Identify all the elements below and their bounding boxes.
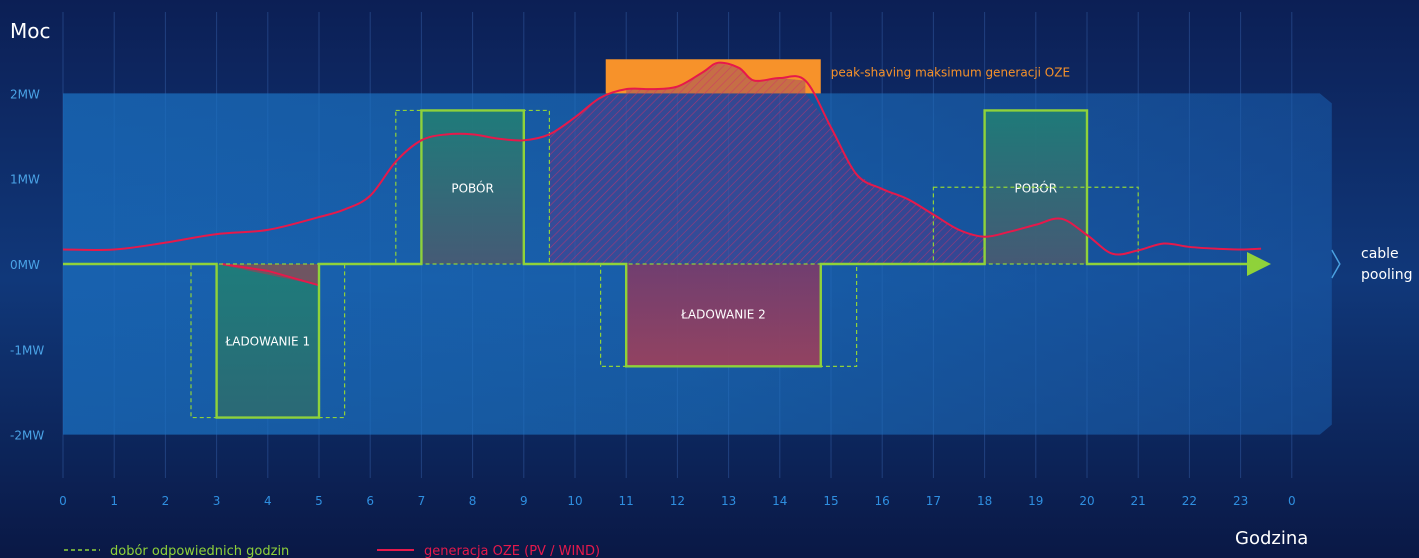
x-tick-7: 7 xyxy=(418,494,426,508)
x-tick-1: 1 xyxy=(110,494,118,508)
x-tick-15: 15 xyxy=(823,494,838,508)
x-tick-12: 12 xyxy=(670,494,685,508)
y-tick-2: 0MW xyxy=(10,258,40,272)
x-tick-5: 5 xyxy=(315,494,323,508)
x-tick-14: 14 xyxy=(772,494,787,508)
block-2 xyxy=(626,264,821,367)
band-label-line2: pooling xyxy=(1361,267,1413,283)
x-tick-4: 4 xyxy=(264,494,272,508)
x-tick-22: 22 xyxy=(1182,494,1197,508)
x-tick-13: 13 xyxy=(721,494,736,508)
x-tick-0: 0 xyxy=(59,494,67,508)
x-tick-6: 6 xyxy=(366,494,374,508)
band-chevron xyxy=(1331,249,1341,279)
x-tick-2: 2 xyxy=(162,494,170,508)
y-tick-0: 2MW xyxy=(10,87,40,101)
legend-label-0: dobór odpowiednich godzin xyxy=(110,544,289,558)
generation-curve xyxy=(62,61,1262,256)
block-label-0: ŁADOWANIE 1 xyxy=(224,335,310,349)
peak-shaving-layer: peak-shaving maksimum generacji OZE xyxy=(605,59,1070,94)
labels-layer: Moc Godzina cable pooling xyxy=(10,19,1413,549)
x-tick-3: 3 xyxy=(213,494,221,508)
y-tick-1: 1MW xyxy=(10,173,40,187)
x-tick-19: 19 xyxy=(1028,494,1043,508)
peak-hatch xyxy=(626,62,806,94)
x-tick-20: 20 xyxy=(1079,494,1094,508)
block-0 xyxy=(216,264,319,418)
x-tick-10: 10 xyxy=(567,494,582,508)
y-tick-3: -1MW xyxy=(10,343,44,357)
series-layer xyxy=(62,61,1271,419)
x-tick-11: 11 xyxy=(619,494,634,508)
charge1-red-line xyxy=(221,263,320,287)
hatch-area xyxy=(549,93,985,265)
x-tick-23: 23 xyxy=(1233,494,1248,508)
x-axis-label: Godzina xyxy=(1235,528,1308,549)
y-tick-4: -2MW xyxy=(10,429,44,443)
band-label-line1: cable xyxy=(1361,246,1399,262)
dobor-step-line xyxy=(63,109,1271,419)
charge1-wedge xyxy=(216,264,319,286)
block-label-2: ŁADOWANIE 2 xyxy=(680,307,766,321)
x-tick-9: 9 xyxy=(520,494,528,508)
block-label-1: POBÓR xyxy=(451,180,494,195)
hatch-layer xyxy=(216,93,985,287)
x-tick-8: 8 xyxy=(469,494,477,508)
x-tick-18: 18 xyxy=(977,494,992,508)
y-axis-label: Moc xyxy=(10,19,51,43)
legend: dobór odpowiednich godzin generacja OZE (… xyxy=(64,544,600,558)
x-tick-21: 21 xyxy=(1131,494,1146,508)
block-label-3: POBÓR xyxy=(1015,180,1058,195)
x-tick-24: 0 xyxy=(1288,494,1296,508)
x-tick-16: 16 xyxy=(875,494,890,508)
x-tick-17: 17 xyxy=(926,494,941,508)
legend-label-1: generacja OZE (PV / WIND) xyxy=(424,544,600,558)
peak-shaving-label: peak-shaving maksimum generacji OZE xyxy=(831,65,1070,79)
blocks-layer: ŁADOWANIE 1 POBÓR ŁADOWANIE 2 POBÓR xyxy=(216,110,1087,418)
